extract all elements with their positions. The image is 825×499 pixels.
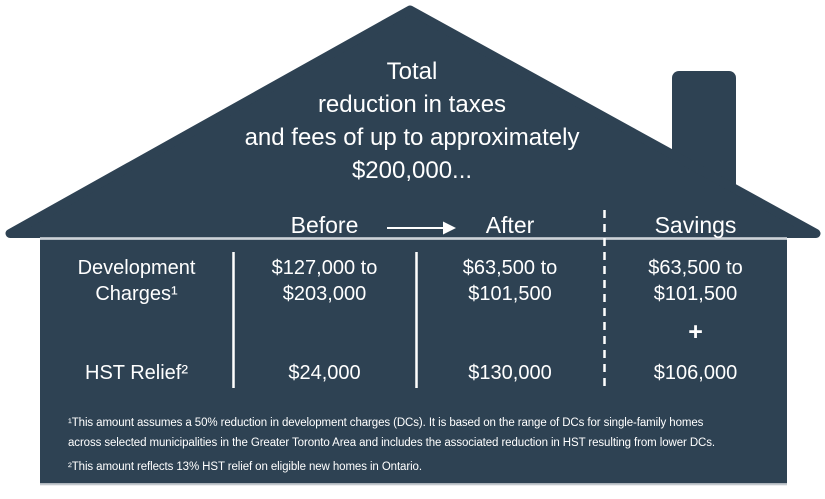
footnote-1: ¹This amount assumes a 50% reduction in … xyxy=(68,414,715,453)
title-line-1: Total xyxy=(386,58,438,85)
row-label-line: Development xyxy=(77,257,196,279)
row-development-charges-savings: $63,500 to $101,500 xyxy=(604,255,787,307)
roof-body-divider xyxy=(40,237,787,240)
savings-plus-sign: + xyxy=(688,318,703,346)
row-hst-relief-before: $24,000 xyxy=(288,362,361,384)
header-after: After xyxy=(485,212,535,238)
footnote-2: ²This amount reflects 13% HST relief on … xyxy=(68,461,422,473)
row-hst-relief-label: HST Relief² xyxy=(85,362,188,384)
title-line-4: $200,000... xyxy=(351,157,473,184)
value-line: $127,000 to xyxy=(271,257,378,279)
value-line: $101,500 xyxy=(653,283,738,305)
bottom-shadow-line xyxy=(40,483,787,486)
title-block: Total reduction in taxes and fees of up … xyxy=(162,55,662,187)
value-line: $63,500 to xyxy=(648,257,743,279)
value-line: $101,500 xyxy=(468,283,552,305)
value-line: $63,500 to xyxy=(462,257,558,279)
row-development-charges-label: Development Charges¹ xyxy=(40,255,233,307)
header-before: Before xyxy=(290,212,359,238)
title-line-2: reduction in taxes xyxy=(317,91,507,118)
row-hst-relief-after: $130,000 xyxy=(468,362,552,384)
row-development-charges-before: $127,000 to $203,000 xyxy=(233,255,416,307)
before-to-after-arrow-icon xyxy=(387,221,456,235)
footnote-1-line-1: ¹This amount assumes a 50% reduction in … xyxy=(68,417,704,429)
title-line-3: and fees of up to approximately xyxy=(244,124,580,151)
footnote-1-line-2: across selected municipalities in the Gr… xyxy=(68,436,715,449)
header-savings: Savings xyxy=(654,212,737,238)
value-line: $203,000 xyxy=(282,283,367,305)
row-hst-relief-savings: $106,000 xyxy=(653,362,738,384)
row-label-line: Charges¹ xyxy=(95,283,178,305)
row-development-charges-after: $63,500 to $101,500 xyxy=(416,255,604,307)
house-body xyxy=(40,239,787,484)
house-roof xyxy=(5,5,821,238)
